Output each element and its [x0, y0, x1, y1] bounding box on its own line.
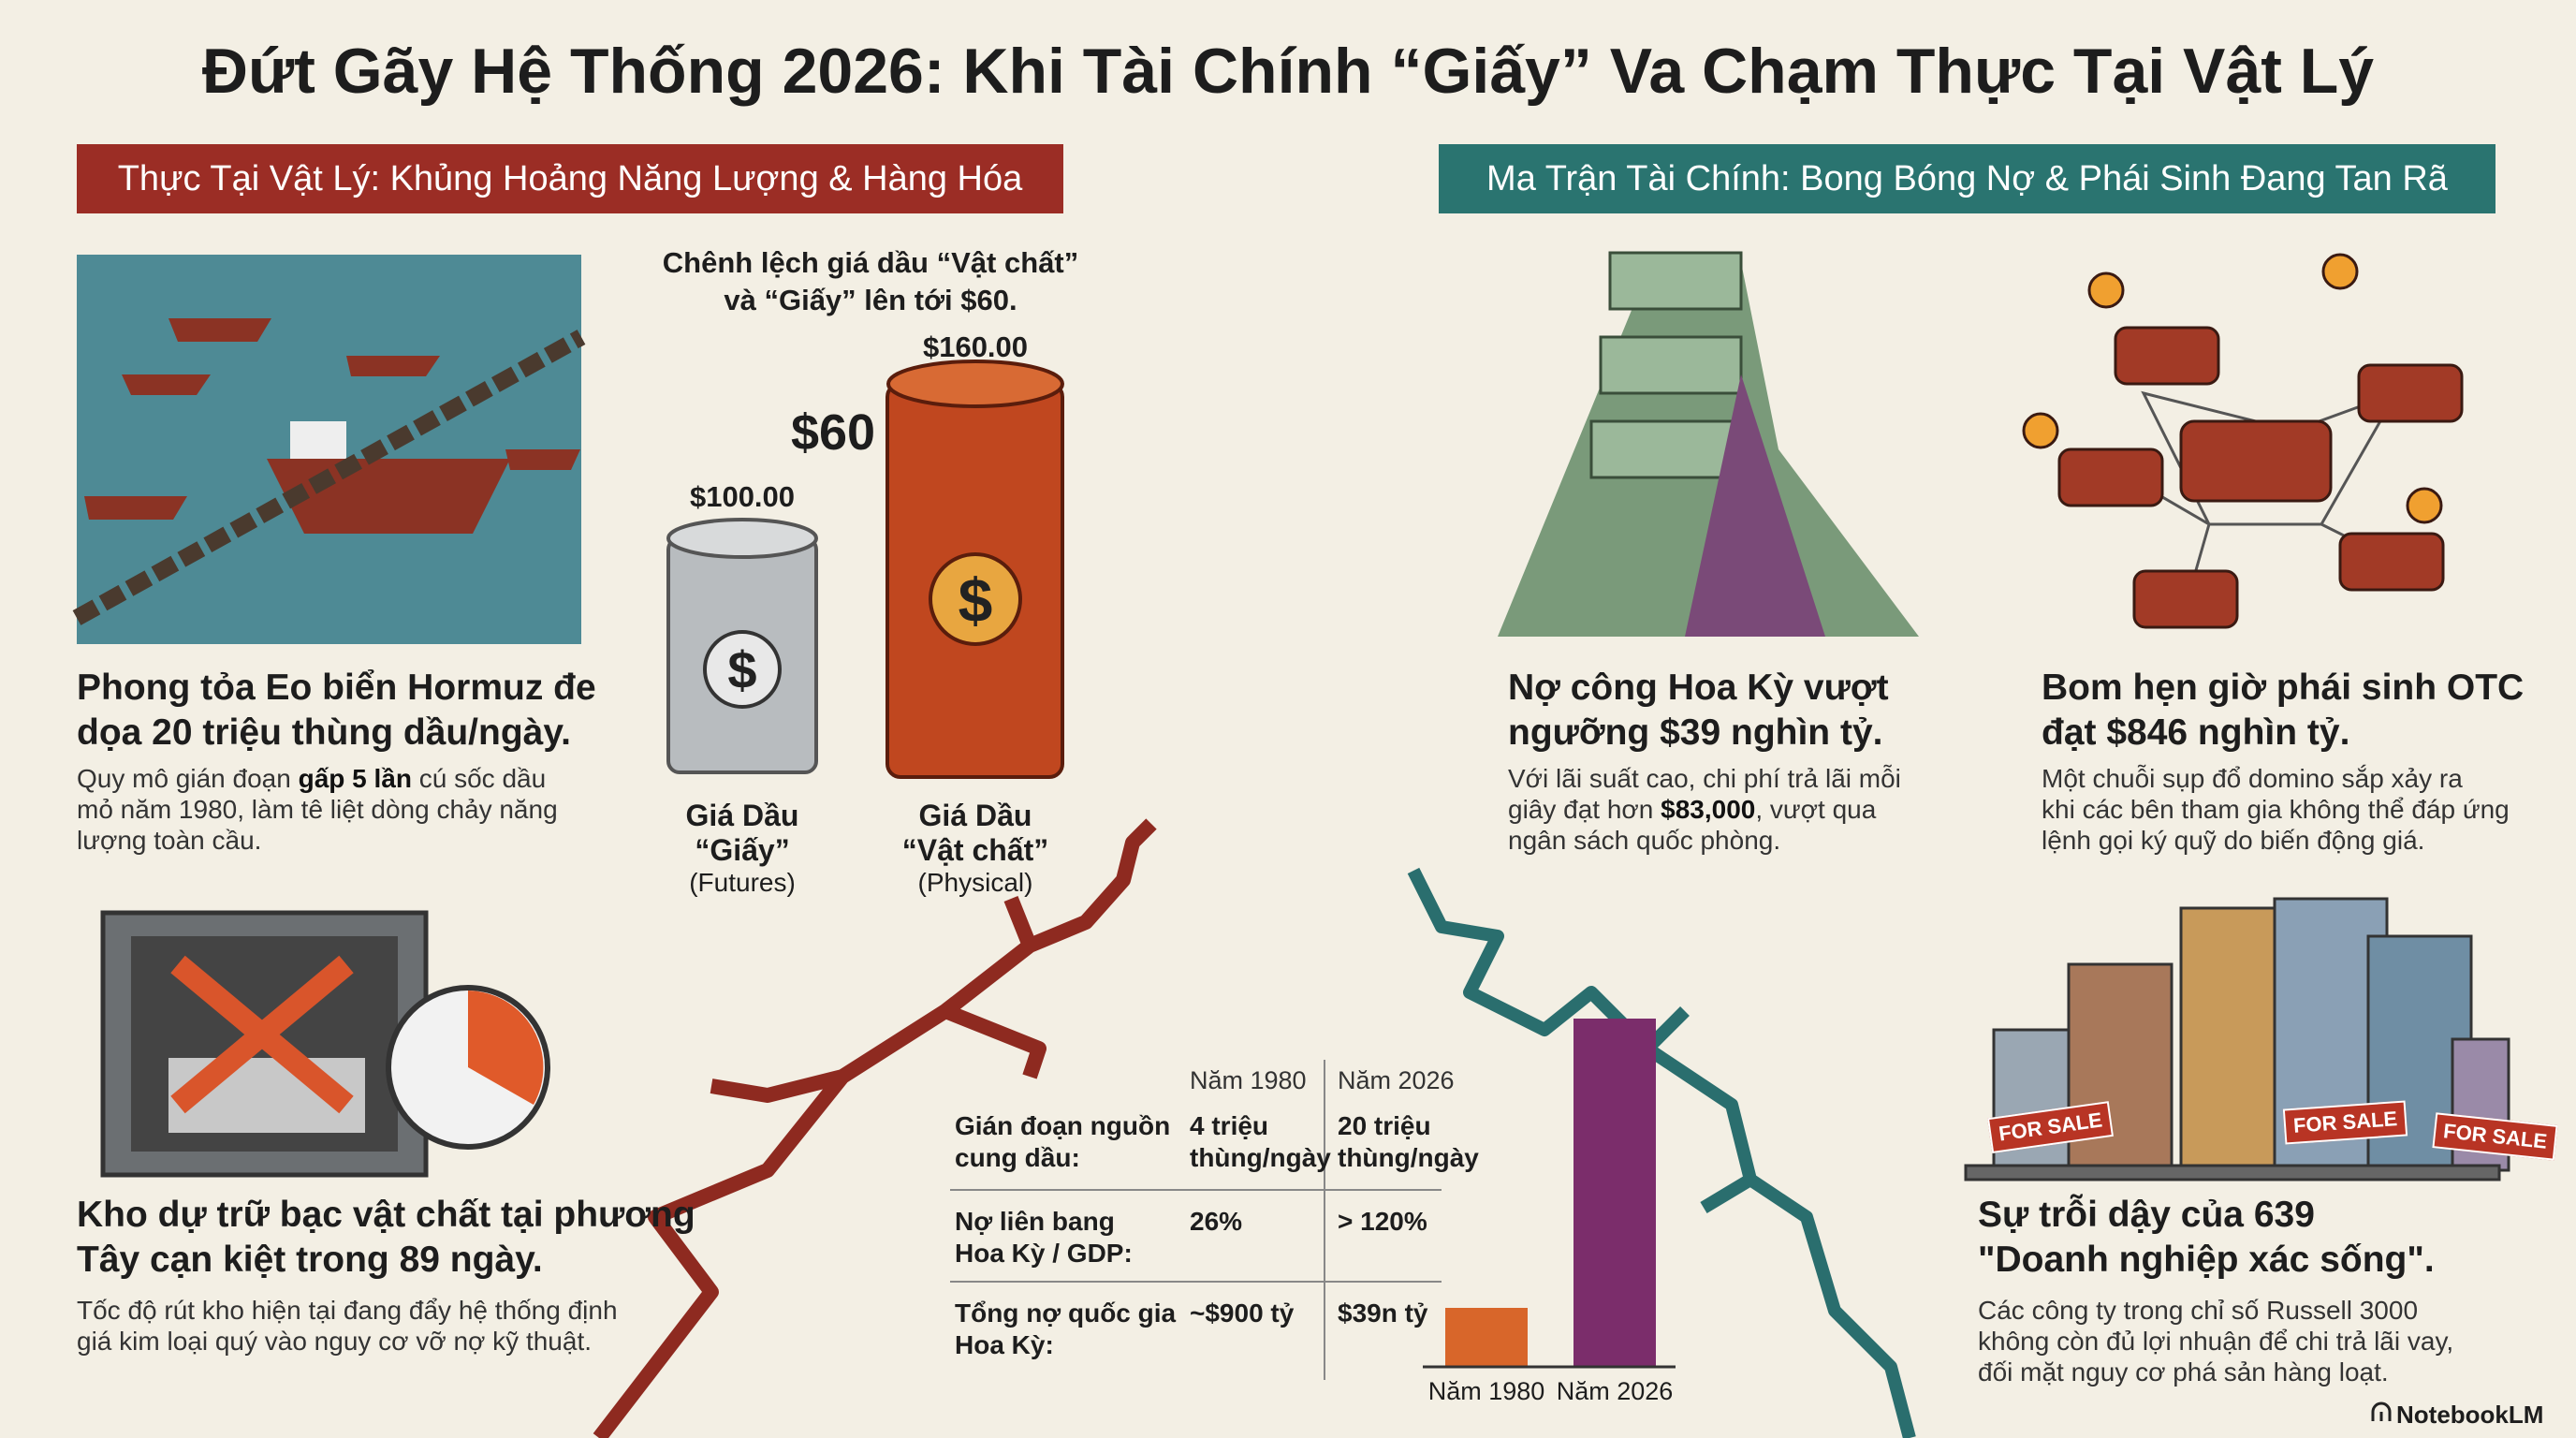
table-value: 4 triệu: [1190, 1111, 1269, 1140]
table-label: Tổng nợ quốc gia: [955, 1299, 1177, 1328]
bar-2026: [1573, 1019, 1656, 1367]
page-title: Đứt Gãy Hệ Thống 2026: Khi Tài Chính “Gi…: [201, 36, 2375, 107]
card-body-line: giá kim loại quý vào nguy cơ vỡ nợ kỹ th…: [77, 1326, 592, 1357]
card-body-text: Các công ty trong chỉ số Russell 3000: [1978, 1296, 2419, 1325]
table-value: 20 triệu: [1338, 1111, 1431, 1140]
card-body-text: , vượt qua: [1755, 795, 1877, 824]
card-body-text: Tốc độ rút kho hiện tại đang đẩy hệ thốn…: [77, 1296, 618, 1325]
card-heading: Tây cạn kiệt trong 89 ngày.: [77, 1240, 543, 1280]
brand-icon: [2371, 1401, 2392, 1421]
card-heading: ngưỡng $39 nghìn tỷ.: [1508, 712, 1883, 753]
card-body-line: không còn đủ lợi nhuận để chi trả lãi va…: [1978, 1326, 2453, 1357]
card-body-line: giây đạt hơn $83,000, vượt qua: [1508, 794, 1876, 826]
table-value: 26%: [1190, 1207, 1243, 1236]
card-body-line: lệnh gọi ký quỹ do biến động giá.: [2042, 825, 2424, 857]
barrel-label: “Giấy”: [695, 833, 790, 867]
oil-gap: $60: [790, 404, 876, 461]
bar-1980: [1445, 1308, 1528, 1367]
card-body-line: Một chuỗi sụp đổ domino sắp xảy ra: [2042, 763, 2463, 795]
card-body-line: ngân sách quốc phòng.: [1508, 825, 1780, 857]
empty-vault: [100, 910, 550, 1178]
card-heading: đạt $846 nghìn tỷ.: [2042, 712, 2350, 753]
table-value: > 120%: [1338, 1207, 1427, 1236]
paper-barrel: $: [666, 518, 818, 774]
card-heading: Kho dự trữ bạc vật chất tại phương: [77, 1195, 695, 1235]
banner-right: Ma Trận Tài Chính: Bong Bóng Nợ & Phái S…: [1439, 144, 2496, 213]
card-heading: dọa 20 triệu thùng dầu/ngày.: [77, 712, 571, 753]
table-label: Hoa Kỳ / GDP:: [955, 1239, 1133, 1268]
table-label: Nợ liên bang: [955, 1207, 1115, 1236]
bar-label: Năm 1980: [1427, 1377, 1545, 1405]
card-heading: Bom hẹn giờ phái sinh OTC: [2042, 668, 2525, 708]
card-body-text: ngân sách quốc phòng.: [1508, 826, 1781, 855]
table-label: Hoa Kỳ:: [955, 1330, 1054, 1359]
ship-bridge: [290, 421, 346, 459]
banner-left: Thực Tại Vật Lý: Khủng Hoảng Năng Lượng …: [77, 144, 1063, 213]
card-body-text: cú sốc dầu: [411, 764, 547, 793]
card-body-text: giá kim loại quý vào nguy cơ vỡ nợ kỹ th…: [77, 1327, 593, 1356]
table-value: thùng/ngày: [1190, 1143, 1331, 1172]
card-body-text: không còn đủ lợi nhuận để chi trả lãi va…: [1978, 1327, 2454, 1356]
table-value: $39n tỷ: [1338, 1299, 1428, 1328]
money-tower: [1498, 251, 1919, 637]
card-body-line: lượng toàn cầu.: [77, 825, 261, 857]
barrel-label: Giá Dầu: [918, 799, 1032, 832]
barrel-label: “Vật chất”: [901, 833, 1049, 867]
barrel-sub: (Physical): [917, 868, 1033, 897]
card-body-line: Các công ty trong chỉ số Russell 3000: [1978, 1295, 2418, 1327]
card-body-text: đối mặt nguy cơ phá sản hàng loạt.: [1978, 1357, 2389, 1387]
physical-barrel: $: [886, 360, 1064, 779]
table-column: Năm 1980: [1190, 1066, 1307, 1094]
table-label: cung dầu:: [955, 1143, 1080, 1172]
card-body-line: Với lãi suất cao, chi phí trả lãi mỗi: [1508, 763, 1901, 795]
card-heading: Phong tỏa Eo biển Hormuz đe: [77, 668, 596, 708]
card-body-line: khi các bên tham gia không thể đáp ứng: [2042, 794, 2510, 826]
card-body-text: lượng toàn cầu.: [77, 826, 262, 855]
oil-caption: và “Giấy” lên tới $60.: [724, 284, 1017, 316]
card-body-text: $83,000: [1661, 795, 1756, 824]
oil-caption: Chênh lệch giá dầu “Vật chất”: [662, 246, 1079, 279]
svg-text:$: $: [727, 640, 756, 699]
card-heading: "Doanh nghiệp xác sống".: [1978, 1240, 2435, 1280]
barrel-sub: (Futures): [689, 868, 796, 897]
derivative-bombs: [2022, 253, 2464, 629]
barrel-price: $160.00: [922, 330, 1029, 363]
brand: NotebookLM: [2396, 1401, 2544, 1429]
barrel-label: Giá Dầu: [685, 799, 799, 832]
bar-label: Năm 2026: [1556, 1377, 1674, 1405]
card-body-line: Tốc độ rút kho hiện tại đang đẩy hệ thốn…: [77, 1295, 618, 1327]
crack-red: [593, 818, 1157, 1438]
card-body-text: Một chuỗi sụp đổ domino sắp xảy ra: [2042, 764, 2463, 793]
svg-text:$: $: [959, 565, 993, 635]
card-body-text: mỏ năm 1980, làm tê liệt dòng chảy năng: [77, 795, 558, 824]
card-body-text: lệnh gọi ký quỹ do biến động giá.: [2042, 826, 2425, 855]
table-rules: [950, 1060, 1442, 1380]
table-column: Năm 2026: [1338, 1066, 1455, 1094]
chain: [72, 330, 586, 625]
table-label: Gián đoạn nguồn: [955, 1111, 1171, 1140]
card-body-text: Với lãi suất cao, chi phí trả lãi mỗi: [1508, 764, 1901, 793]
card-body-line: mỏ năm 1980, làm tê liệt dòng chảy năng: [77, 794, 558, 826]
card-heading: Sự trỗi dậy của 639: [1978, 1195, 2315, 1235]
card-body-line: đối mặt nguy cơ phá sản hàng loạt.: [1978, 1357, 2389, 1388]
card-body-text: giây đạt hơn: [1508, 795, 1661, 824]
card-heading: Nợ công Hoa Kỳ vượt: [1508, 668, 1889, 708]
card-body-text: khi các bên tham gia không thể đáp ứng: [2042, 795, 2510, 824]
card-body-text: Quy mô gián đoạn: [77, 764, 299, 793]
card-body-line: Quy mô gián đoạn gấp 5 lần cú sốc dầu: [77, 763, 546, 795]
card-body-text: gấp 5 lần: [298, 764, 412, 793]
table-value: ~$900 tỷ: [1190, 1299, 1295, 1328]
table-value: thùng/ngày: [1338, 1143, 1479, 1172]
barrel-price: $100.00: [689, 480, 796, 513]
